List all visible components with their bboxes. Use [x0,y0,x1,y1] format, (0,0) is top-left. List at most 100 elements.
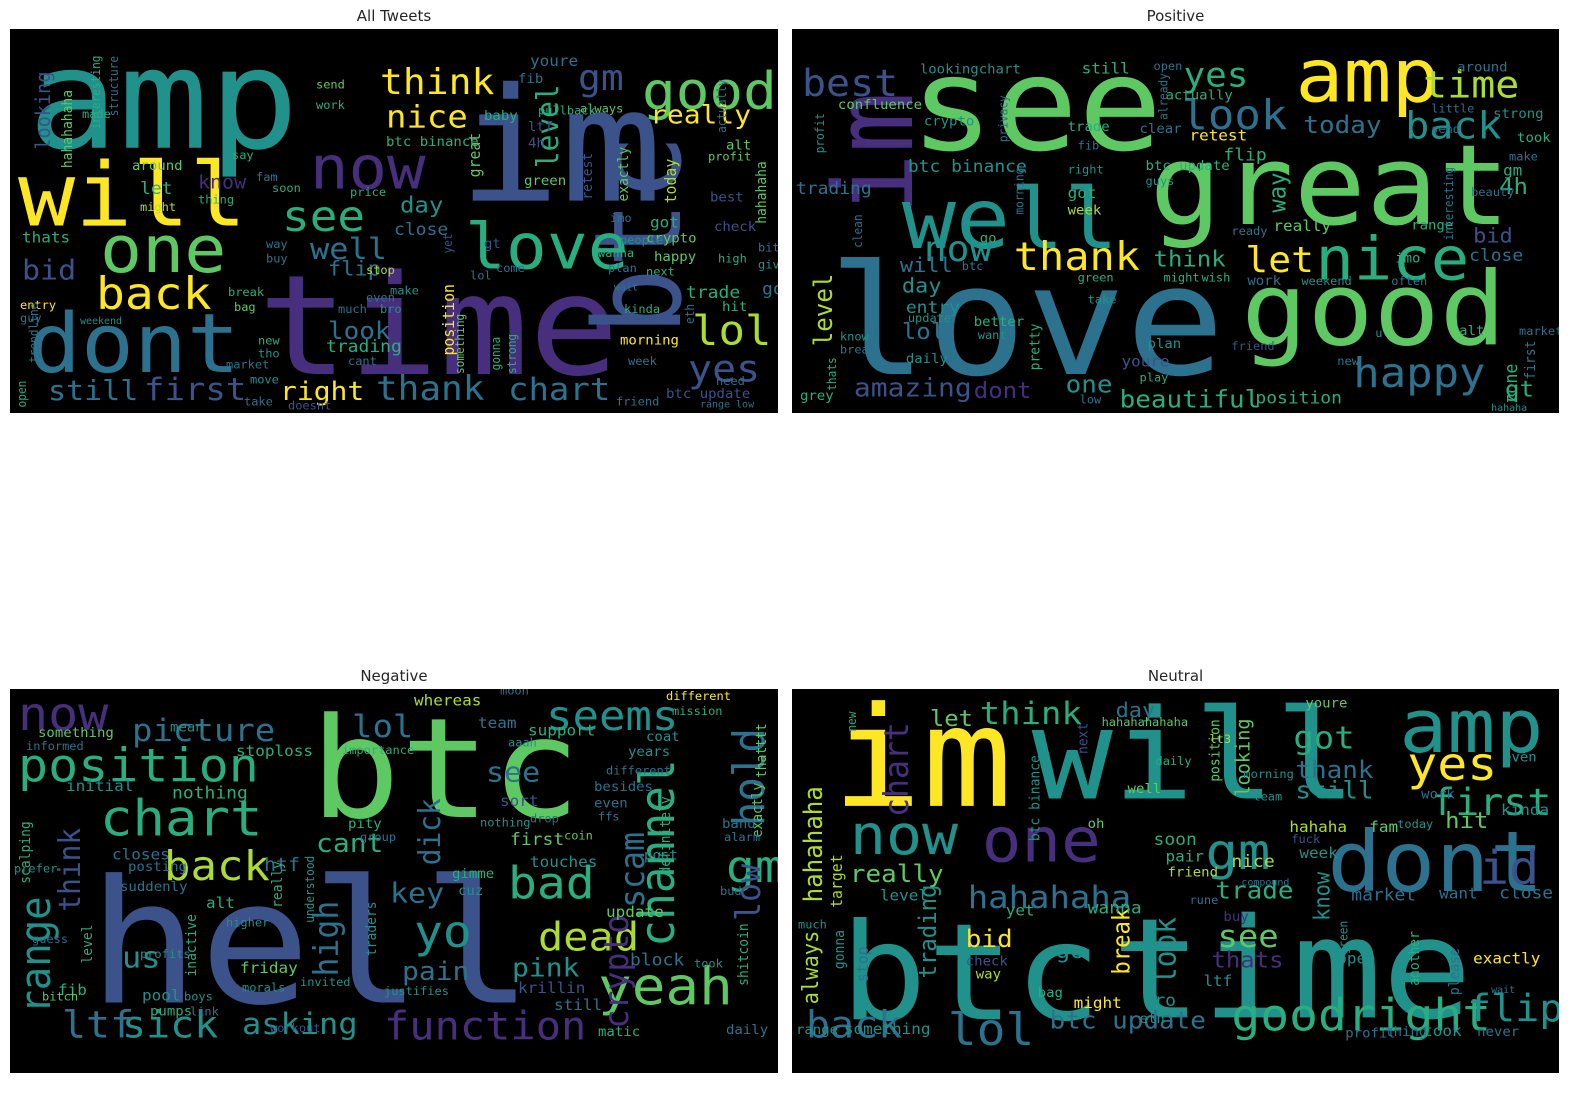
cloud-word: different [666,690,731,703]
cloud-word: today [1303,111,1381,139]
cloud-word: amp [1295,33,1439,120]
cloud-word: doesnt [288,399,331,412]
cloud-word: yes [688,348,760,391]
cloud-word: gm [578,58,624,99]
cloud-word: first [1431,781,1551,824]
cloud-word: well [902,171,1118,268]
cloud-word: see [910,29,1163,180]
cloud-word: plan [1148,337,1182,352]
cloud-word: way [266,237,288,250]
cloud-word: back [164,844,270,891]
cloud-word: group [360,831,396,844]
cloud-word: alarm [724,831,760,844]
cloud-word: level [530,84,565,168]
cloud-word: made [82,107,111,120]
cloud-word: crypto [924,114,974,129]
cloud-word: hit [1445,809,1488,834]
cloud-word: btc [570,134,709,335]
cloud-word: thatttt [754,723,771,778]
cloud-word: shitcoin [736,923,753,986]
cloud-word: profit [1345,1026,1395,1041]
cloud-word: pair [1166,848,1204,865]
cloud-word: lol [692,308,771,355]
cloud-word: trading [326,337,402,356]
cloud-word: moon [500,689,529,697]
cloud-word: high [307,901,346,977]
cloud-word: fam [1369,818,1398,835]
cloud-word: exactly [750,783,767,838]
cloud-word: amp [1399,689,1543,770]
cloud-word: nice [386,98,468,135]
cloud-word: green [524,173,566,188]
cloud-word: eth [683,304,698,324]
cloud-word: workout [270,1022,321,1035]
cloud-word: btc [962,260,984,273]
cloud-word: mission [672,704,723,717]
cloud-word: go [1056,939,1085,964]
cloud-word: close [394,220,448,239]
cloud-word: tho [258,347,280,360]
cloud-word: go [762,280,778,299]
cloud-word: channel [629,759,685,947]
cloud-word: pool [142,987,181,1004]
cloud-word: might [140,200,176,213]
cloud-word: morning [620,333,679,348]
cloud-word: drop [530,812,559,825]
cloud-word: next [1075,723,1092,754]
cloud-word: yo [414,906,472,958]
cloud-word: actually [715,79,730,133]
cloud-word: btc [310,689,581,851]
cloud-word: really [850,860,944,888]
cloud-word: ffs [598,810,620,823]
cloud-word: go [980,231,997,246]
cloud-word: took [1517,131,1551,146]
cloud-word: block [630,951,685,970]
cloud-word: want [978,328,1007,341]
cloud-word: zone [1502,364,1523,404]
cloud-word: day [1116,698,1156,722]
cloud-word: new [1337,354,1359,367]
cloud-word: trendline [27,303,42,363]
cloud-word: aaah [508,736,537,749]
cloud-word: lol [948,1004,1035,1056]
cloud-word: alt [1459,324,1484,339]
cloud-word: level [880,887,928,904]
cloud-word: exactly [1473,950,1540,967]
cloud-word: open [1154,59,1183,72]
cloud-word: let [140,180,173,199]
cloud-word: bitch [42,990,78,1003]
cloud-word: something [844,1021,931,1038]
cloud-word: btc update [1050,1006,1206,1034]
cloud-word: wish [1201,271,1230,284]
cloud-word: love [828,232,1225,411]
cloud-word: high [718,252,747,265]
cloud-word: buy [1223,909,1248,924]
cloud-word: week [1068,203,1102,218]
cloud-word: flip [1223,146,1266,165]
cloud-word: mean [170,720,204,735]
wordcloud-negative: btc hell position chart channel range now seems… [10,689,778,1073]
cloud-word: think [380,61,494,102]
cloud-word: will [1032,689,1357,828]
cloud-word: wait [614,283,638,294]
wordcloud-neutral: im will btc time amp dont now one gm yes first good… [792,689,1559,1073]
cloud-word: different [606,764,671,777]
cloud-word: will [900,253,953,277]
cloud-word: work [1247,273,1281,288]
cloud-word: hahaha [1491,403,1527,413]
cloud-word: closes [112,846,170,863]
cloud-word: dead [538,914,639,960]
cloud-word: thank [376,370,484,408]
cloud-word: always [797,931,823,1005]
cloud-word: position [439,284,458,355]
cloud-word: little [1431,102,1474,115]
cloud-word: krillin [518,980,585,997]
cloud-word: yet [1006,902,1035,919]
cloud-word: lol [470,269,492,282]
cloud-word: profit [813,113,828,153]
cloud-word: thank [1014,234,1140,280]
cloud-word: bad [508,857,595,909]
cloud-word: sort [500,792,539,809]
cloud-word: thats [825,357,840,390]
cloud-word: fib [1078,139,1100,152]
